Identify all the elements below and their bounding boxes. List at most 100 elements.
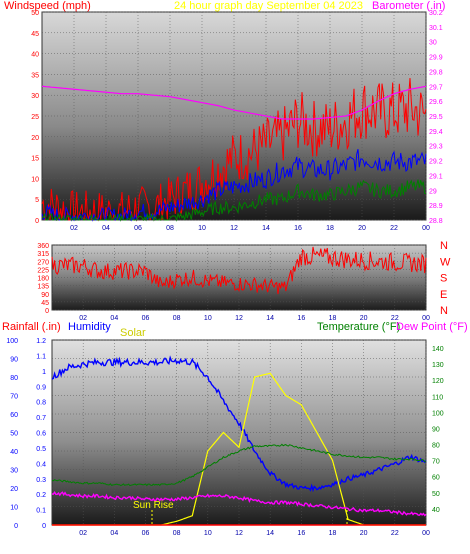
x-tick-label: 20 bbox=[358, 225, 366, 232]
series-humidity bbox=[51, 355, 427, 493]
x-tick-label: 02 bbox=[79, 315, 87, 322]
x-tick-label: 04 bbox=[110, 315, 118, 322]
y-tick-label: 0 bbox=[45, 308, 49, 315]
x-tick-label: 04 bbox=[110, 530, 118, 537]
temp-tick-label: 60 bbox=[432, 475, 440, 482]
y-tick-label: 50 bbox=[31, 10, 39, 17]
x-tick-label: 10 bbox=[204, 530, 212, 537]
y-right-tick-label: 30 bbox=[429, 40, 437, 47]
x-tick-label: 08 bbox=[173, 530, 181, 537]
x-tick-label: 06 bbox=[142, 530, 150, 537]
y-right-tick-label: 29.1 bbox=[429, 173, 443, 180]
y-tick-label: 135 bbox=[37, 284, 49, 291]
wind-series bbox=[41, 78, 427, 222]
rain-tick-label: 0.5 bbox=[36, 446, 46, 453]
compass-label: N bbox=[440, 305, 448, 317]
rain-tick-label: 0.3 bbox=[36, 477, 46, 484]
x-tick-label: 14 bbox=[262, 225, 270, 232]
x-tick-label: 22 bbox=[391, 530, 399, 537]
y-right-tick-label: 29.7 bbox=[429, 84, 443, 91]
x-tick-label: 22 bbox=[391, 315, 399, 322]
humidity-axis-title: Humidity bbox=[68, 321, 111, 333]
humidity-tick-label: 70 bbox=[10, 394, 18, 401]
humidity-tick-label: 50 bbox=[10, 431, 18, 438]
y-tick-label: 270 bbox=[37, 259, 49, 266]
x-tick-label: 00 bbox=[422, 315, 430, 322]
rainfall-axis-title: Rainfall (.in) bbox=[2, 321, 61, 333]
x-tick-label: 00 bbox=[422, 225, 430, 232]
rain-tick-label: 1 bbox=[42, 369, 46, 376]
temperature-axis-title: Temperature (°F) bbox=[317, 321, 400, 333]
x-tick-label: 18 bbox=[329, 315, 337, 322]
x-tick-label: 14 bbox=[266, 315, 274, 322]
y-tick-label: 20 bbox=[31, 135, 39, 142]
x-tick-label: 02 bbox=[70, 225, 78, 232]
compass-label: E bbox=[440, 289, 447, 301]
y-right-tick-label: 29.2 bbox=[429, 159, 443, 166]
x-tick-label: 16 bbox=[297, 530, 305, 537]
series-dewpoint bbox=[51, 491, 427, 517]
wind-ticks: 0 5 10 15 20 25 30 35 40 45 50 28.8 28.9 29 29.1 29.2 29… bbox=[31, 10, 443, 232]
y-tick-label: 45 bbox=[41, 300, 49, 307]
compass-label: S bbox=[440, 273, 447, 285]
rain-tick-label: 0.7 bbox=[36, 415, 46, 422]
x-tick-label: 06 bbox=[142, 315, 150, 322]
y-tick-label: 5 bbox=[35, 197, 39, 204]
wind-axis-title: Windspeed (mph) bbox=[4, 0, 91, 12]
humidity-tick-label: 90 bbox=[10, 357, 18, 364]
temp-tick-label: 50 bbox=[432, 491, 440, 498]
y-tick-label: 10 bbox=[31, 176, 39, 183]
temp-tick-label: 120 bbox=[432, 378, 444, 385]
grid-direction bbox=[52, 244, 427, 311]
humidity-tick-label: 100 bbox=[6, 338, 18, 345]
compass-label: N bbox=[440, 240, 448, 252]
x-tick-label: 00 bbox=[422, 530, 430, 537]
x-tick-label: 12 bbox=[230, 225, 238, 232]
y-right-tick-label: 29.3 bbox=[429, 144, 443, 151]
x-tick-label: 20 bbox=[360, 530, 368, 537]
x-tick-label: 04 bbox=[102, 225, 110, 232]
temp-tick-label: 130 bbox=[432, 362, 444, 369]
series-barometer bbox=[41, 85, 427, 120]
rain-tick-label: 0.1 bbox=[36, 508, 46, 515]
x-tick-label: 08 bbox=[173, 315, 181, 322]
x-tick-label: 18 bbox=[329, 530, 337, 537]
temperature-series bbox=[51, 355, 427, 526]
direction-series bbox=[51, 246, 427, 295]
y-tick-label: 180 bbox=[37, 276, 49, 283]
y-tick-label: 315 bbox=[37, 251, 49, 258]
y-right-tick-label: 29.9 bbox=[429, 55, 443, 62]
dewpoint-axis-title: Dew Point (°F) bbox=[396, 321, 468, 333]
y-tick-label: 40 bbox=[31, 52, 39, 59]
rain-tick-label: 0.2 bbox=[36, 492, 46, 499]
series-direction bbox=[51, 246, 427, 295]
rain-tick-label: 0.8 bbox=[36, 400, 46, 407]
temp-tick-label: 80 bbox=[432, 443, 440, 450]
y-tick-label: 0 bbox=[35, 218, 39, 225]
y-right-tick-label: 30.1 bbox=[429, 25, 443, 32]
y-tick-label: 360 bbox=[37, 243, 49, 250]
temp-tick-label: 110 bbox=[432, 394, 443, 401]
humidity-tick-label: 10 bbox=[10, 505, 18, 512]
y-tick-label: 25 bbox=[31, 114, 39, 121]
y-right-tick-label: 29.6 bbox=[429, 99, 443, 106]
temp-tick-label: 100 bbox=[432, 410, 444, 417]
humidity-tick-label: 20 bbox=[10, 486, 18, 493]
series-temperature bbox=[51, 443, 427, 487]
temperature-ticks: 010203040506070809010000.10.20.30.40.50.… bbox=[6, 338, 443, 537]
x-tick-label: 10 bbox=[204, 315, 212, 322]
barometer-axis-title: Barometer (.in) bbox=[372, 0, 445, 12]
y-right-tick-label: 29 bbox=[429, 188, 437, 195]
x-tick-label: 06 bbox=[134, 225, 142, 232]
y-tick-label: 225 bbox=[37, 267, 49, 274]
chart-title: 24 hour graph day September 04 2023 bbox=[174, 0, 363, 12]
x-tick-label: 22 bbox=[390, 225, 398, 232]
x-tick-label: 10 bbox=[198, 225, 206, 232]
series-max bbox=[41, 78, 427, 222]
x-tick-label: 12 bbox=[235, 530, 243, 537]
y-tick-label: 15 bbox=[31, 156, 39, 163]
y-tick-label: 35 bbox=[31, 72, 39, 79]
compass-label: W bbox=[440, 256, 451, 268]
